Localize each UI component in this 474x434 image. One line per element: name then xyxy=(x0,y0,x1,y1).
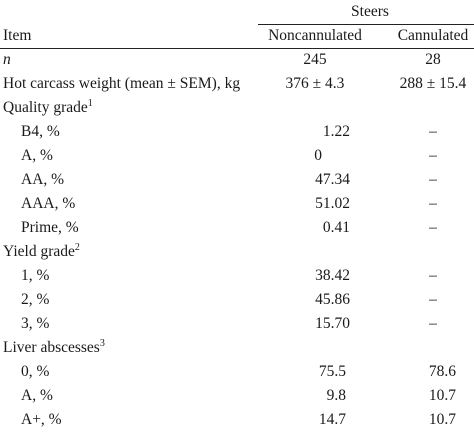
table-cell-cannulated: – xyxy=(429,291,437,308)
table-row-label: A, % xyxy=(21,387,53,404)
table-cell-noncannulated: 15.70 xyxy=(315,315,350,332)
n-label: n xyxy=(3,51,11,68)
n-cannulated: 28 xyxy=(425,51,441,68)
table-cell-cannulated: 78.6 xyxy=(428,363,456,380)
table-cell-cannulated: – xyxy=(429,267,437,284)
hcw-noncannulated: 376 ± 4.3 xyxy=(285,75,345,92)
table-cell-cannulated: 10.7 xyxy=(428,387,456,404)
table-row-label: 1, % xyxy=(21,267,50,284)
table-cell-noncannulated: 47.34 xyxy=(315,171,350,188)
table-cell-noncannulated: 75.5 xyxy=(318,363,346,380)
footnote-marker: 1 xyxy=(87,98,93,109)
hcw-cannulated: 288 ± 15.4 xyxy=(399,75,467,92)
n-noncannulated: 245 xyxy=(303,51,327,68)
table-cell-noncannulated: 1.22 xyxy=(322,123,350,140)
table-row-label: B4, % xyxy=(21,123,60,140)
table-row-label: A+, % xyxy=(21,411,62,428)
table-cell-noncannulated: 51.02 xyxy=(315,195,350,212)
table-row-label: Prime, % xyxy=(21,219,79,236)
liver-abscesses-label: Liver abscesses3 xyxy=(3,338,105,357)
table-row-label: 3, % xyxy=(21,315,50,332)
table-cell-noncannulated: 0.41 xyxy=(322,219,350,236)
table-cell-noncannulated: 9.8 xyxy=(326,387,346,404)
table-cell-cannulated: – xyxy=(429,219,437,236)
footnote-marker: 2 xyxy=(74,242,80,253)
col-noncannulated-header: Noncannulated xyxy=(268,27,362,44)
table-cell-noncannulated: 14.7 xyxy=(318,411,346,428)
table-cell-cannulated: – xyxy=(429,315,437,332)
group-header: Steers xyxy=(351,3,389,20)
table-row-label: 0, % xyxy=(21,363,50,380)
yield-grade-label: Yield grade2 xyxy=(3,242,80,261)
table-row-label: AA, % xyxy=(21,171,65,188)
table-row-label: 2, % xyxy=(21,291,50,308)
hcw-label: Hot carcass weight (mean ± SEM), kg xyxy=(3,75,241,92)
table-cell-cannulated: 10.7 xyxy=(428,411,456,428)
table-row-label: A, % xyxy=(21,147,53,164)
footnote-marker: 3 xyxy=(99,338,105,349)
table-cell-noncannulated: 0 xyxy=(314,147,322,164)
quality-grade-label: Quality grade1 xyxy=(3,98,93,117)
table-cell-noncannulated: 38.42 xyxy=(315,267,350,284)
table-cell-noncannulated: 45.86 xyxy=(315,291,350,308)
table-cell-cannulated: – xyxy=(429,171,437,188)
item-header: Item xyxy=(3,27,32,44)
table-cell-cannulated: – xyxy=(429,195,437,212)
header-rule xyxy=(0,48,474,49)
table-cell-cannulated: – xyxy=(429,147,437,164)
col-cannulated-header: Cannulated xyxy=(397,27,469,44)
table-cell-cannulated: – xyxy=(429,123,437,140)
table-row-label: AAA, % xyxy=(21,195,76,212)
group-header-rule xyxy=(258,24,474,25)
